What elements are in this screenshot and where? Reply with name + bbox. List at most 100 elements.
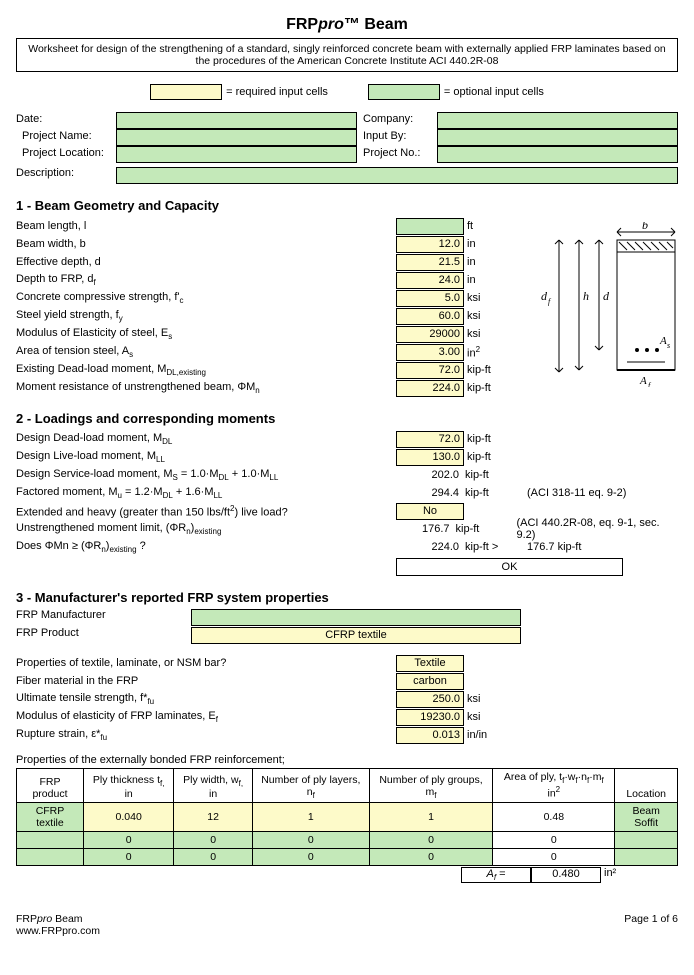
table-caption: Properties of the externally bonded FRP … xyxy=(16,754,678,766)
num-cell[interactable]: 0 xyxy=(83,831,173,848)
num-cell[interactable]: 0 xyxy=(174,848,253,865)
unit-label: in/in xyxy=(464,729,517,741)
table-header: Area of ply, tf·wf·nf·mf in2 xyxy=(493,769,615,803)
calc-cell: 0.48 xyxy=(493,802,615,831)
value-cell[interactable]: 21.5 xyxy=(396,254,464,271)
date-input[interactable] xyxy=(116,112,357,129)
row-label: Modulus of Elasticity of steel, Es xyxy=(16,327,396,341)
value-cell[interactable]: 72.0 xyxy=(396,362,464,379)
row-label: Ultimate tensile strength, f*fu xyxy=(16,692,396,706)
value-cell[interactable]: 250.0 xyxy=(396,691,464,708)
required-swatch xyxy=(150,84,222,100)
svg-text:A: A xyxy=(639,375,647,387)
row-label: Steel yield strength, fy xyxy=(16,309,396,323)
text-cell[interactable] xyxy=(615,848,678,865)
num-cell[interactable]: 12 xyxy=(174,802,253,831)
num-cell[interactable]: 0 xyxy=(252,848,369,865)
page-title: FRPpro™ Beam xyxy=(16,16,678,34)
unit-label: ksi xyxy=(464,292,517,304)
note: (ACI 440.2R-08, eq. 9-1, sec. 9.2) xyxy=(504,517,678,541)
value-cell[interactable]: 19230.0 xyxy=(396,709,464,726)
value-cell[interactable]: 3.00 xyxy=(396,344,464,361)
meta-grid: Date: Company: Project Name: Input By: P… xyxy=(16,112,678,163)
meta-label: Project Location: xyxy=(16,146,116,163)
value-cell[interactable]: 5.0 xyxy=(396,290,464,307)
num-cell[interactable]: 0 xyxy=(369,848,493,865)
ok-status: OK xyxy=(396,558,623,576)
input-row: Design Dead-load moment, MDL72.0kip-ft xyxy=(16,430,678,448)
meta-label: Company: xyxy=(357,112,437,129)
legend-label: = required input cells xyxy=(226,86,328,98)
value-cell[interactable]: 60.0 xyxy=(396,308,464,325)
table-header: Location xyxy=(615,769,678,803)
value-cell[interactable]: Textile xyxy=(396,655,464,672)
input-row: Ultimate tensile strength, f*fu250.0ksi xyxy=(16,690,678,708)
text-cell[interactable]: CFRP textile xyxy=(17,802,84,831)
text-cell[interactable]: Beam Soffit xyxy=(615,802,678,831)
frp-prod-input[interactable]: CFRP textile xyxy=(191,627,521,644)
project-loc-input[interactable] xyxy=(116,146,357,163)
row-label: Design Live-load moment, MLL xyxy=(16,450,396,464)
value-cell: 294.4 xyxy=(396,487,462,499)
row-label: Effective depth, d xyxy=(16,256,396,268)
row-label: Beam width, b xyxy=(16,238,396,250)
beam-diagram: b As Af d h df xyxy=(537,222,682,387)
meta-label: Description: xyxy=(16,167,116,184)
value-cell[interactable]: 224.0 xyxy=(396,380,464,397)
num-cell[interactable]: 0 xyxy=(252,831,369,848)
svg-text:f: f xyxy=(648,381,652,387)
svg-text:d: d xyxy=(541,289,548,303)
value-cell[interactable]: 130.0 xyxy=(396,449,464,466)
project-name-input[interactable] xyxy=(116,129,357,146)
row-label: Design Service-load moment, MS = 1.0·MDL… xyxy=(16,468,396,482)
svg-text:s: s xyxy=(667,341,670,350)
table-header: Ply thickness tf, in xyxy=(83,769,173,803)
legend: = required input cells = optional input … xyxy=(16,84,678,100)
frp-mfr-input[interactable] xyxy=(191,609,521,626)
num-cell[interactable]: 0 xyxy=(174,831,253,848)
text-cell[interactable] xyxy=(17,831,84,848)
num-cell[interactable]: 1 xyxy=(252,802,369,831)
calc-cell: 0 xyxy=(493,848,615,865)
row-label: Does ΦMn ≥ (ΦRn)existing ? xyxy=(16,540,396,554)
value-cell[interactable]: 0.013 xyxy=(396,727,464,744)
input-row: Does ΦMn ≥ (ΦRn)existing ?224.0kip-ft >1… xyxy=(16,538,678,556)
row-label: Properties of textile, laminate, or NSM … xyxy=(16,657,396,669)
legend-label: = optional input cells xyxy=(444,86,544,98)
project-no-input[interactable] xyxy=(437,146,678,163)
text-cell[interactable] xyxy=(615,831,678,848)
value-cell[interactable]: 29000 xyxy=(396,326,464,343)
table-header: FRP product xyxy=(17,769,84,803)
input-row: Design Service-load moment, MS = 1.0·MDL… xyxy=(16,466,678,484)
value-cell[interactable] xyxy=(396,218,464,235)
footer: FRPpro Beamwww.FRPpro.com Page 1 of 6 xyxy=(16,913,678,937)
unit-label: kip-ft > xyxy=(462,541,515,553)
value-cell[interactable]: 24.0 xyxy=(396,272,464,289)
num-cell[interactable]: 1 xyxy=(369,802,493,831)
description-input[interactable] xyxy=(116,167,678,184)
svg-text:f: f xyxy=(548,297,552,306)
row-label: Rupture strain, ε*fu xyxy=(16,728,396,742)
table-header: Number of ply layers, nf xyxy=(252,769,369,803)
text-cell[interactable] xyxy=(17,848,84,865)
company-input[interactable] xyxy=(437,112,678,129)
table-row: 00000 xyxy=(17,848,678,865)
inputby-input[interactable] xyxy=(437,129,678,146)
unit-label: in2 xyxy=(464,345,517,360)
table-row: 00000 xyxy=(17,831,678,848)
value-cell[interactable]: 12.0 xyxy=(396,236,464,253)
meta-label: Input By: xyxy=(357,129,437,146)
num-cell[interactable]: 0.040 xyxy=(83,802,173,831)
input-row: Unstrengthened moment limit, (ΦRn)existi… xyxy=(16,520,678,538)
svg-text:A: A xyxy=(659,335,667,347)
row-label: Depth to FRP, df xyxy=(16,273,396,287)
table-header: Ply width, wf, in xyxy=(174,769,253,803)
value-cell[interactable]: 72.0 xyxy=(396,431,464,448)
value-cell[interactable]: No xyxy=(396,503,464,520)
num-cell[interactable]: 0 xyxy=(83,848,173,865)
unit-label: ksi xyxy=(464,310,517,322)
value-cell: 202.0 xyxy=(396,469,462,481)
num-cell[interactable]: 0 xyxy=(369,831,493,848)
row-label: Extended and heavy (greater than 150 lbs… xyxy=(16,504,396,519)
value-cell[interactable]: carbon xyxy=(396,673,464,690)
